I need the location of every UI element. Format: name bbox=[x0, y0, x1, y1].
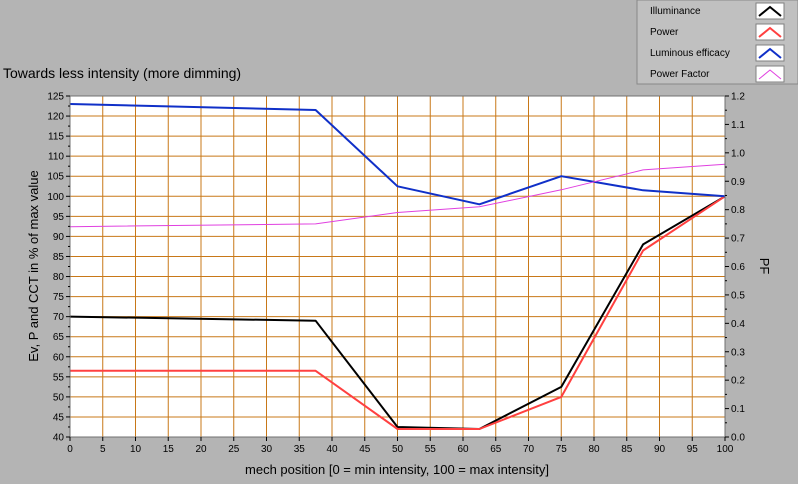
series-line-power bbox=[70, 195, 726, 430]
series-layer bbox=[69, 103, 726, 430]
y-tick-label: 105 bbox=[47, 172, 64, 183]
x-tick-label: 0 bbox=[67, 444, 73, 455]
x-tick-label: 15 bbox=[163, 444, 175, 455]
grid bbox=[69, 95, 726, 438]
y2-tick-label: 0.2 bbox=[731, 376, 745, 387]
y2-tick-label: 0.1 bbox=[731, 404, 745, 415]
y2-tick-label: 0.7 bbox=[731, 234, 745, 245]
x-tick-label: 85 bbox=[621, 444, 633, 455]
legend-swatch-box bbox=[755, 2, 785, 20]
series-line-power-factor bbox=[69, 163, 726, 228]
legend-label-power: Power bbox=[650, 27, 679, 38]
y-tick-label: 70 bbox=[53, 312, 65, 323]
y-tick-label: 115 bbox=[48, 132, 64, 143]
y-tick-label: 85 bbox=[53, 252, 65, 263]
y2-tick-label: 0.6 bbox=[731, 262, 745, 273]
x-tick-label: 80 bbox=[588, 444, 600, 455]
legend-swatch-box bbox=[755, 65, 785, 83]
y2-tick-label: 0.4 bbox=[731, 319, 745, 330]
y2-tick-label: 1.2 bbox=[731, 92, 745, 103]
y-tick-label: 80 bbox=[53, 272, 65, 283]
legend-label-luminous-efficacy: Luminous efficacy bbox=[650, 48, 730, 59]
x-tick-label: 60 bbox=[457, 444, 469, 455]
y-axis-title: Ev, P and CCT in % of max value bbox=[26, 170, 41, 361]
x-tick-label: 20 bbox=[195, 444, 207, 455]
legend-swatch-illuminance bbox=[758, 5, 782, 17]
legend-items: Illuminance Power Luminous efficacy Power F… bbox=[650, 2, 785, 83]
x-tick-label: 10 bbox=[130, 444, 142, 455]
legend-swatch-luminous-efficacy bbox=[758, 47, 782, 59]
legend-swatch-power bbox=[758, 26, 782, 38]
y-tick-label: 90 bbox=[53, 232, 65, 243]
legend: Illuminance Power Luminous efficacy Power F… bbox=[636, 0, 798, 85]
x-tick-label: 50 bbox=[392, 444, 404, 455]
y-tick-label: 125 bbox=[47, 92, 64, 103]
y-tick-label: 100 bbox=[47, 192, 64, 203]
legend-label-illuminance: Illuminance bbox=[650, 6, 701, 17]
x-tick-label: 65 bbox=[490, 444, 502, 455]
y-tick-label: 95 bbox=[53, 212, 65, 223]
chart-title: Towards less intensity (more dimming) bbox=[3, 65, 241, 81]
y2-tick-label: 0.0 bbox=[731, 433, 745, 444]
y2-tick-label: 1.0 bbox=[731, 148, 745, 159]
x-tick-label: 55 bbox=[425, 444, 437, 455]
y2-tick-label: 0.5 bbox=[731, 290, 745, 301]
series-line-luminous-efficacy bbox=[69, 103, 726, 206]
x-axis-title: mech position [0 = min intensity, 100 = … bbox=[245, 462, 549, 477]
x-tick-label: 75 bbox=[556, 444, 568, 455]
y2-tick-label: 0.9 bbox=[731, 177, 745, 188]
y-tick-label: 55 bbox=[53, 372, 65, 383]
y2-tick-label: 0.3 bbox=[731, 347, 745, 358]
x-tick-label: 40 bbox=[326, 444, 338, 455]
legend-swatch-box bbox=[755, 23, 785, 41]
y2-axis-title: PF bbox=[757, 258, 772, 275]
legend-swatch-box bbox=[755, 44, 785, 62]
x-tick-label: 100 bbox=[717, 444, 734, 455]
y-tick-label: 60 bbox=[53, 352, 65, 363]
x-tick-label: 35 bbox=[294, 444, 306, 455]
y-tick-label: 120 bbox=[47, 112, 64, 123]
y-tick-label: 65 bbox=[53, 332, 65, 343]
x-tick-label: 45 bbox=[359, 444, 371, 455]
x-tick-label: 90 bbox=[654, 444, 666, 455]
y2-tick-label: 0.8 bbox=[731, 205, 745, 216]
y-tick-label: 40 bbox=[53, 433, 65, 444]
x-tick-label: 5 bbox=[100, 444, 106, 455]
x-tick-label: 30 bbox=[261, 444, 273, 455]
x-tick-label: 25 bbox=[228, 444, 240, 455]
y-tick-label: 110 bbox=[48, 152, 64, 163]
x-tick-label: 95 bbox=[687, 444, 699, 455]
x-tick-label: 70 bbox=[523, 444, 535, 455]
y-tick-label: 50 bbox=[53, 392, 65, 403]
y-tick-label: 75 bbox=[53, 292, 65, 303]
legend-label-power-factor: Power Factor bbox=[650, 69, 710, 80]
tick-labels: 0 5 10 15 20 25 30 35 40 45 50 55 60 65 70 75 80 85 90 95 10… bbox=[47, 92, 745, 456]
legend-swatch-power-factor bbox=[758, 69, 782, 80]
y-tick-label: 45 bbox=[53, 412, 65, 423]
y2-tick-label: 1.1 bbox=[731, 120, 745, 131]
